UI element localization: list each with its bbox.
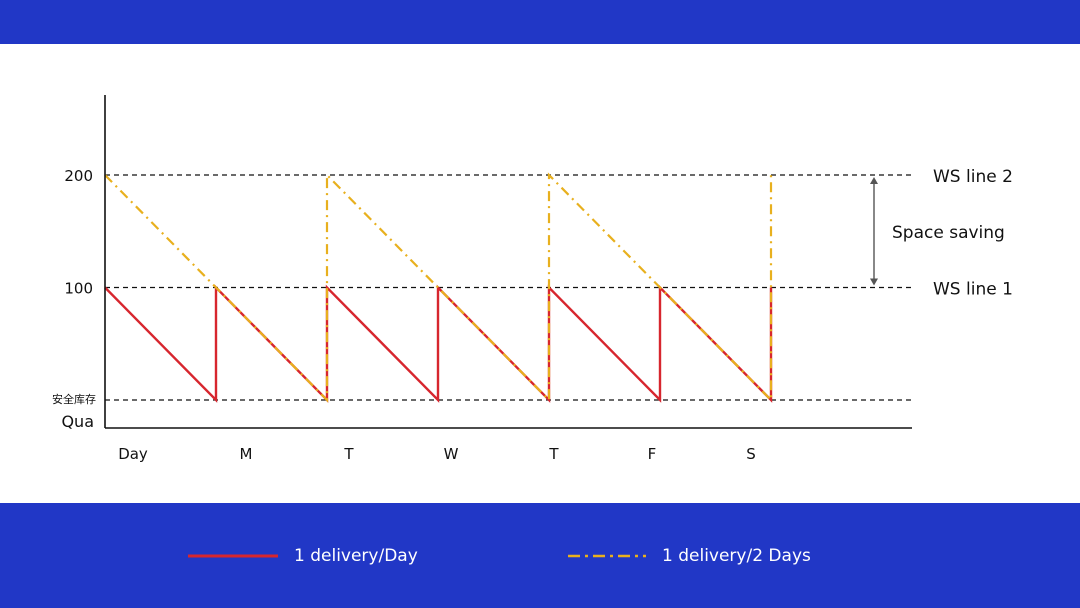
y-axis-label: Qua	[61, 412, 94, 431]
top-banner	[0, 0, 1080, 44]
inventory-chart: WS line 2 WS line 1 200 100 安全库存 Qua Day M T W T F S…	[52, 95, 1013, 463]
legend-item-two-days: 1 delivery/2 Days	[568, 543, 811, 569]
y-tick-label: 100	[64, 280, 93, 298]
series-line-0	[104, 284, 773, 403]
x-tick-label: M	[240, 445, 253, 463]
x-tick-label: S	[746, 445, 756, 463]
legend-band	[0, 503, 1080, 608]
reference-line-label: WS line 2	[933, 167, 1013, 187]
span-annotation-label: Space saving	[892, 223, 1005, 243]
x-tick-label: F	[648, 445, 657, 463]
x-tick-label: Day	[118, 445, 148, 463]
legend-swatch-two-days	[568, 554, 646, 558]
x-tick-label: W	[444, 445, 459, 463]
x-tick-label: T	[343, 445, 354, 463]
legend-label-two-days: 1 delivery/2 Days	[662, 546, 811, 566]
span-arrow-head-down	[870, 278, 878, 286]
legend-swatch-daily	[188, 554, 278, 558]
reference-lines	[105, 174, 912, 401]
axes	[104, 95, 912, 429]
y-tick-label: 200	[64, 167, 93, 185]
series-line-1	[104, 172, 773, 403]
legend-item-daily: 1 delivery/Day	[188, 543, 418, 569]
chart-labels: WS line 2 WS line 1 200 100 安全库存 Qua Day M T W T F S…	[52, 167, 1013, 463]
y-tick-label: 安全库存	[52, 392, 96, 406]
reference-line-label: WS line 1	[933, 280, 1013, 300]
x-tick-label: T	[548, 445, 559, 463]
span-arrow-head-up	[870, 177, 878, 184]
legend-label-daily: 1 delivery/Day	[294, 546, 418, 566]
